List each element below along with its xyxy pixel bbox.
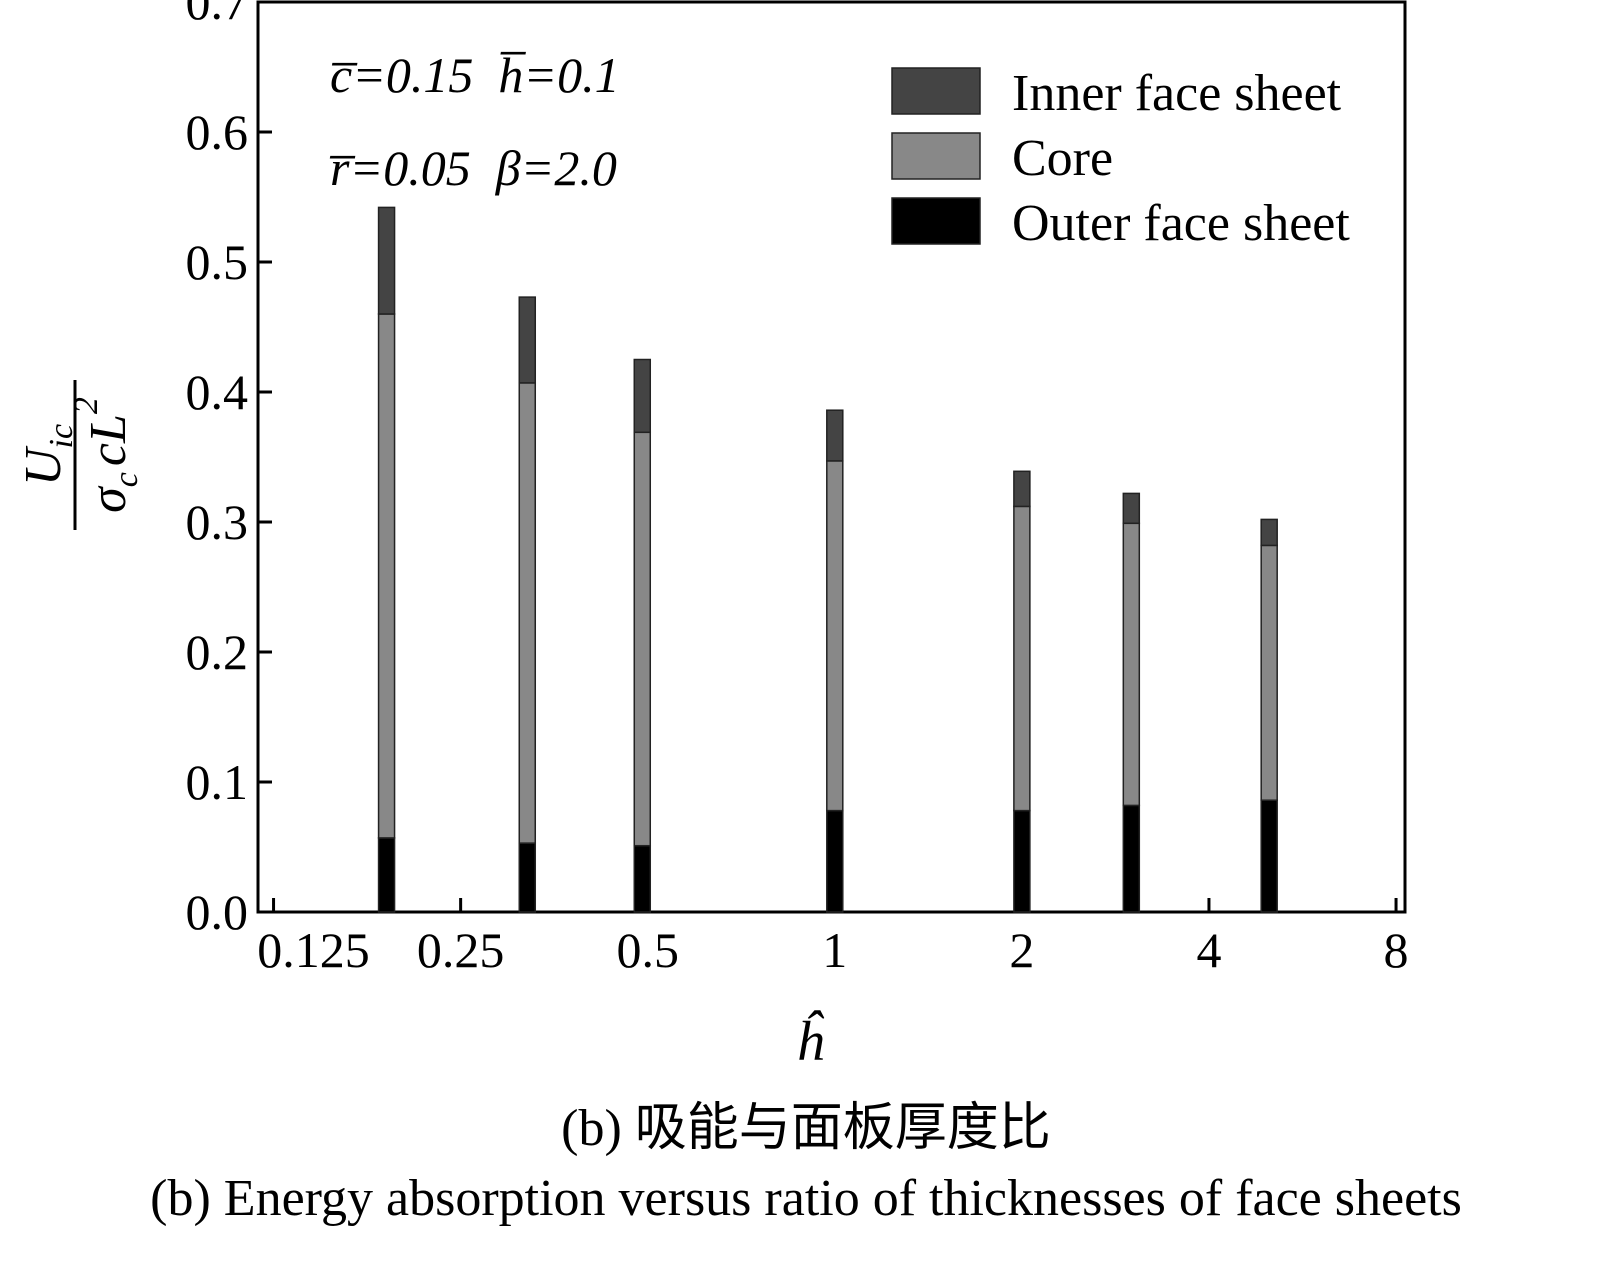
bar-segment <box>1260 799 1278 913</box>
bar-segment <box>518 296 537 384</box>
bar-segment <box>1122 804 1141 913</box>
bar-segment <box>1013 505 1031 812</box>
y-label-numerator: Uic <box>15 424 80 486</box>
bar-segment <box>826 809 844 913</box>
bar-segment <box>826 409 844 462</box>
y-tick-label: 0.1 <box>186 754 249 810</box>
bar-segment <box>377 206 396 315</box>
x-tick-label: 0.5 <box>616 922 679 978</box>
x-tick-label: 0.125 <box>257 922 370 978</box>
bar-segment <box>1260 544 1278 801</box>
x-tick-label: 2 <box>1009 922 1034 978</box>
legend-swatch <box>891 67 981 115</box>
annotation: c̅=0.15 h̅=0.1 <box>330 47 620 103</box>
legend-label: Core <box>1012 130 1113 187</box>
bar-segment <box>633 358 652 434</box>
x-tick-label: 8 <box>1384 922 1409 978</box>
y-tick-label: 0.4 <box>186 364 249 420</box>
bar-segment <box>1260 518 1278 547</box>
y-axis-label: Uic σccL2 <box>15 380 145 530</box>
caption: (b) 吸能与面板厚度比 <box>561 1100 1051 1157</box>
legend-label: Outer face sheet <box>1012 195 1350 252</box>
bar-segment <box>1013 470 1031 508</box>
bar-segment <box>377 313 396 839</box>
bar-segment <box>518 382 537 844</box>
annotation: r̅=0.05 β=2.0 <box>329 140 617 196</box>
bar-segment <box>518 842 537 913</box>
x-tick-label: 0.25 <box>417 922 505 978</box>
x-tick-label: 1 <box>822 922 847 978</box>
y-label-denominator: σccL2 <box>68 397 145 513</box>
y-tick-label: 0.7 <box>186 0 249 30</box>
bar-segment <box>633 431 652 847</box>
x-axis-label: ĥ <box>796 1009 825 1073</box>
bar-segment <box>1122 492 1141 525</box>
bar-segment <box>826 460 844 812</box>
y-tick-label: 0.0 <box>186 884 249 940</box>
legend-swatch <box>891 132 981 180</box>
y-tick-label: 0.2 <box>186 624 249 680</box>
y-tick-label: 0.6 <box>186 104 249 160</box>
x-tick-label: 4 <box>1196 922 1221 978</box>
bar-segment <box>1122 522 1141 807</box>
legend-label: Inner face sheet <box>1012 65 1342 122</box>
caption: (b) Energy absorption versus ratio of th… <box>150 1170 1462 1227</box>
y-tick-label: 0.5 <box>186 234 249 290</box>
bar-segment <box>377 837 396 913</box>
legend-swatch <box>891 197 981 245</box>
bar-segment <box>633 844 652 913</box>
bar-segment <box>1013 809 1031 913</box>
y-tick-label: 0.3 <box>186 494 249 550</box>
